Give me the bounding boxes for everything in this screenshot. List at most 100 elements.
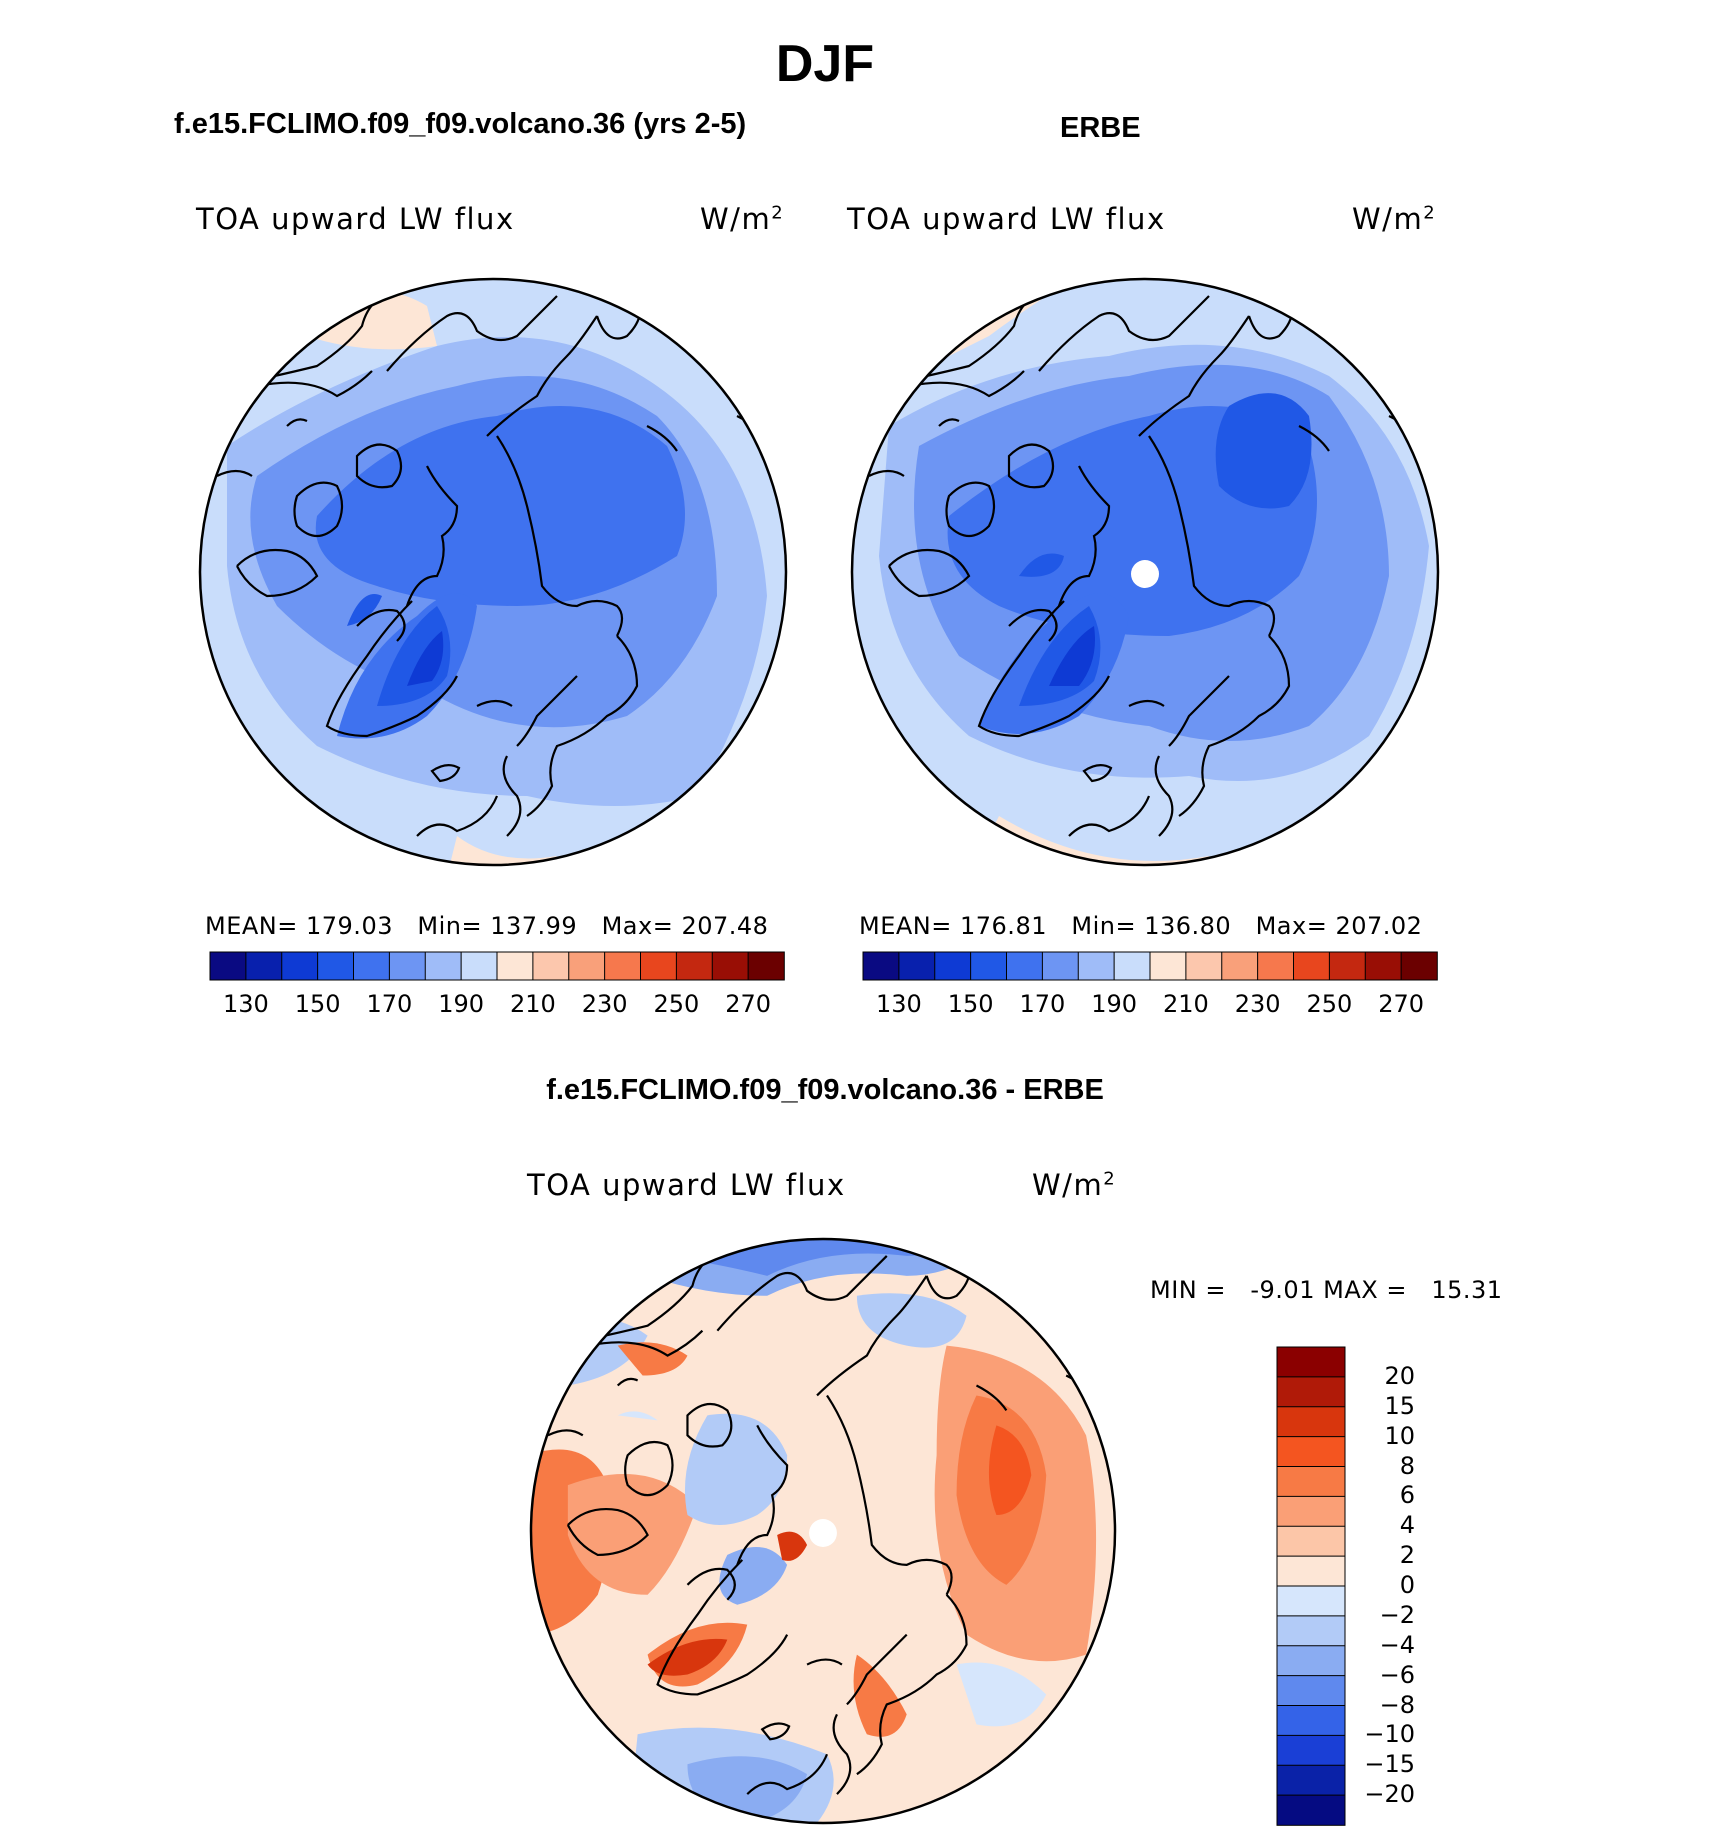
variable-label-diff: TOA upward LW flux [527, 1168, 846, 1202]
colorbar-diff-swatch [1276, 1585, 1346, 1617]
colorbar-model-tick-label: 190 [438, 990, 485, 1018]
colorbar-model-swatch [388, 951, 427, 981]
colorbar-ticks-diff: 20 15 10 8 6 4 2 0 −2 −4 −6 −8 −10 −15 −20 [1353, 1347, 1453, 1825]
units-label-obs: W/m2 [1352, 202, 1436, 236]
colorbar-model-swatch [640, 951, 678, 981]
colorbar-diff-tick-label: −4 [1379, 1630, 1415, 1659]
units-text: W/m [1352, 202, 1424, 236]
max-value: 15.31 [1431, 1276, 1503, 1304]
colorbar-obs-tick-label: 170 [1019, 990, 1066, 1018]
colorbar-obs-tick-label: 130 [875, 990, 922, 1018]
colorbar-model-tick-label: 210 [509, 990, 556, 1018]
max-label: MAX = [1323, 1276, 1407, 1304]
variable-label-model: TOA upward LW flux [196, 202, 515, 236]
colorbar-diff-swatch [1276, 1436, 1346, 1468]
min-value: 136.80 [1144, 912, 1232, 940]
colorbar-model-swatch [568, 951, 606, 981]
pole-marker [1131, 560, 1159, 588]
max-label: Max= [1255, 912, 1328, 940]
colorbar-obs-swatch [1113, 951, 1151, 981]
stats-diff: MIN = -9.01 MAX = 15.31 [1150, 1276, 1503, 1304]
colorbar-model-swatch [353, 951, 391, 981]
colorbar-model-swatch [496, 951, 534, 981]
stats-obs: MEAN= 176.81 Min= 136.80 Max= 207.02 [859, 912, 1422, 940]
colorbar-diff-tick-label: −2 [1379, 1600, 1415, 1629]
units-superscript: 2 [771, 202, 785, 224]
colorbar-obs-tick-label: 190 [1091, 990, 1138, 1018]
colorbar-obs-swatch [934, 951, 972, 981]
mean-label: MEAN= [205, 912, 298, 940]
colorbar-diff-swatch [1276, 1734, 1346, 1767]
max-value: 207.48 [681, 912, 769, 940]
colorbar-model-swatch [317, 951, 355, 981]
panel-header-obs: ERBE [1060, 112, 1141, 144]
colorbar-ticks-obs: 130 150 170 190 210 230 250 270 [863, 990, 1437, 1020]
colorbar-diff-swatch [1276, 1346, 1346, 1378]
colorbar-diff-swatch [1276, 1794, 1346, 1826]
colorbar-model-swatch [675, 951, 714, 981]
colorbar-obs-tick-label: 250 [1306, 990, 1353, 1018]
colorbar-obs-tick-label: 270 [1378, 990, 1425, 1018]
colorbar-diff-swatch [1276, 1615, 1346, 1647]
colorbar-model-tick-label: 250 [653, 990, 700, 1018]
colorbar-model-tick-label: 230 [581, 990, 628, 1018]
colorbar-obs-swatch [1293, 951, 1331, 981]
colorbar-diff-tick-label: −6 [1379, 1660, 1415, 1689]
colorbar-obs-swatch [970, 951, 1008, 981]
min-label: Min= [1071, 912, 1137, 940]
colorbar-model-tick-label: 130 [222, 990, 269, 1018]
colorbar-obs-swatch [862, 951, 900, 981]
colorbar-diff-tick-label: 15 [1384, 1391, 1415, 1420]
colorbar-obs-swatch [1328, 951, 1367, 981]
colorbar-diff-tick-label: 8 [1399, 1451, 1415, 1480]
colorbar-model-swatch [747, 951, 785, 981]
mean-value: 179.03 [306, 912, 393, 940]
colorbar-diff-tick-label: −15 [1364, 1750, 1415, 1779]
colorbar-obs-swatch [1006, 951, 1044, 981]
colorbar-model-swatch [711, 951, 749, 981]
colorbar-diff-swatch [1276, 1705, 1346, 1737]
units-label-diff: W/m2 [1032, 1168, 1116, 1202]
colorbar-model-swatch [424, 951, 462, 981]
colorbar-model-swatch [460, 951, 498, 981]
colorbar-diff-tick-label: −10 [1364, 1720, 1415, 1749]
max-label: Max= [601, 912, 674, 940]
colorbar-diff-tick-label: −8 [1379, 1690, 1415, 1719]
colorbar-obs-swatch [898, 951, 936, 981]
pole-marker [809, 1519, 837, 1547]
colorbar-diff-swatch [1276, 1376, 1346, 1408]
colorbar-diff-swatch [1276, 1406, 1346, 1438]
colorbar-model-swatch [532, 951, 570, 981]
units-text: W/m [1032, 1168, 1104, 1202]
colorbar-obs-swatch [1185, 951, 1223, 981]
colorbar-model-swatch [209, 951, 247, 981]
diff-panel-header: f.e15.FCLIMO.f09_f09.volcano.36 - ERBE [546, 1074, 1104, 1106]
colorbar-diff-tick-label: 2 [1399, 1541, 1415, 1570]
colorbar-model-tick-label: 170 [366, 990, 413, 1018]
colorbar-diff-swatch [1276, 1466, 1346, 1498]
colorbar-diff-tick-label: −20 [1364, 1780, 1415, 1809]
mean-value: 176.81 [960, 912, 1047, 940]
units-superscript: 2 [1423, 202, 1437, 224]
colorbar-obs-swatch [1077, 951, 1115, 981]
polar-map-model [198, 277, 788, 867]
stats-model: MEAN= 179.03 Min= 137.99 Max= 207.48 [205, 912, 768, 940]
colorbar-obs-tick-label: 210 [1162, 990, 1209, 1018]
colorbar-diff [1276, 1346, 1346, 1826]
colorbar-model-swatch [281, 951, 319, 981]
colorbar-obs-tick-label: 150 [947, 990, 994, 1018]
colorbar-diff-swatch [1276, 1525, 1346, 1557]
min-value: 137.99 [490, 912, 578, 940]
colorbar-model [209, 951, 785, 981]
colorbar-diff-swatch [1276, 1495, 1346, 1528]
colorbar-diff-tick-label: 4 [1399, 1511, 1415, 1540]
colorbar-model-swatch [604, 951, 642, 981]
colorbar-model-tick-label: 150 [294, 990, 341, 1018]
colorbar-diff-swatch [1276, 1555, 1346, 1587]
colorbar-ticks-model: 130 150 170 190 210 230 250 270 [210, 990, 784, 1020]
max-value: 207.02 [1335, 912, 1423, 940]
colorbar-obs-swatch [1149, 951, 1187, 981]
colorbar-obs-swatch [1400, 951, 1438, 981]
main-title: DJF [775, 35, 875, 93]
colorbar-diff-tick-label: 6 [1399, 1481, 1415, 1510]
